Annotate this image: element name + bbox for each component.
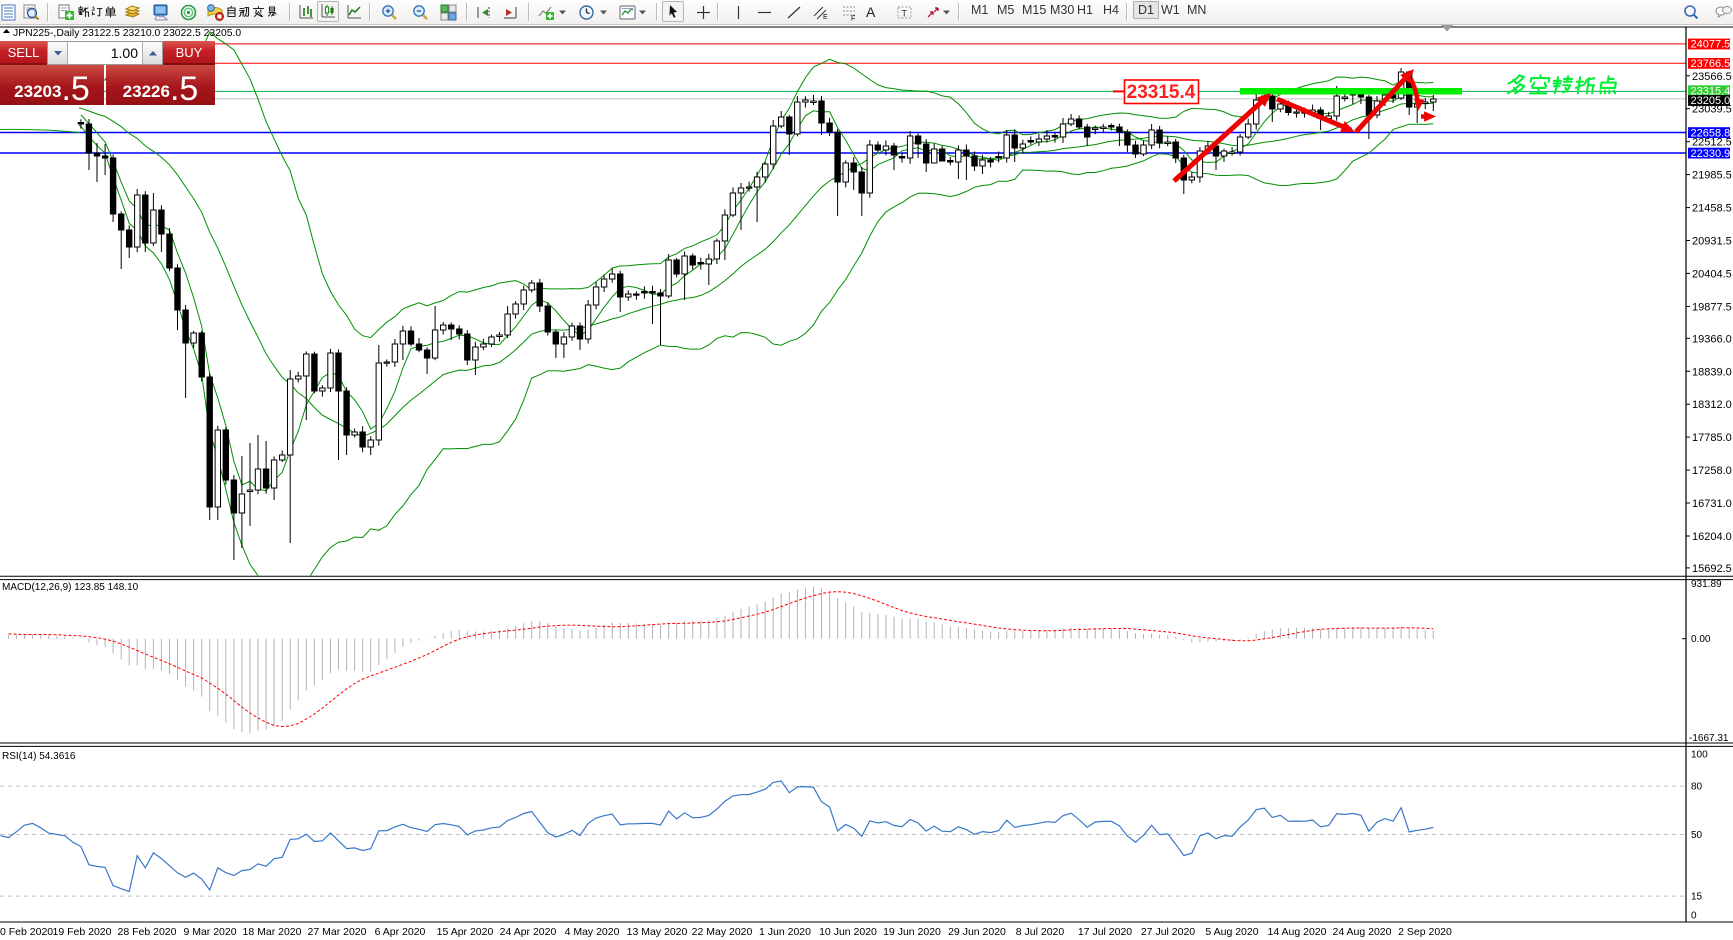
svg-text:100: 100: [1691, 749, 1708, 760]
svg-text:27 Jul 2020: 27 Jul 2020: [1141, 926, 1195, 938]
svg-text:19 Feb 2020: 19 Feb 2020: [53, 926, 112, 938]
svg-text:23205.0: 23205.0: [1691, 95, 1731, 107]
svg-text:931.89: 931.89: [1691, 579, 1722, 590]
svg-text:29 Jun 2020: 29 Jun 2020: [948, 926, 1006, 938]
svg-text:19877.5: 19877.5: [1692, 301, 1732, 313]
svg-text:16731.0: 16731.0: [1692, 498, 1732, 510]
svg-text:5 Aug 2020: 5 Aug 2020: [1205, 926, 1258, 938]
svg-text:-1667.31: -1667.31: [1689, 733, 1729, 744]
svg-text:16204.0: 16204.0: [1692, 531, 1732, 543]
svg-text:18839.0: 18839.0: [1692, 366, 1732, 378]
svg-text:4 May 2020: 4 May 2020: [565, 926, 620, 938]
svg-text:15: 15: [1691, 891, 1703, 902]
svg-text:20404.5: 20404.5: [1692, 268, 1732, 280]
svg-text:E: E: [823, 14, 828, 21]
svg-text:19 Jun 2020: 19 Jun 2020: [883, 926, 941, 938]
svg-text:RSI(14) 54.3616: RSI(14) 54.3616: [2, 751, 76, 762]
svg-text:0 Feb 2020: 0 Feb 2020: [0, 926, 53, 938]
svg-text:20931.5: 20931.5: [1692, 236, 1732, 248]
svg-text:10 Jun 2020: 10 Jun 2020: [819, 926, 877, 938]
svg-text:22330.9: 22330.9: [1691, 148, 1731, 160]
svg-text:17 Jul 2020: 17 Jul 2020: [1078, 926, 1132, 938]
svg-text:15 Apr 2020: 15 Apr 2020: [437, 926, 494, 938]
svg-text:23566.5: 23566.5: [1692, 71, 1732, 83]
svg-text:15692.5: 15692.5: [1692, 563, 1732, 575]
svg-text:18312.0: 18312.0: [1692, 399, 1732, 411]
svg-text:T: T: [901, 8, 907, 18]
svg-text:F: F: [851, 15, 855, 21]
svg-text:21985.5: 21985.5: [1692, 170, 1732, 182]
svg-text:23315.4: 23315.4: [1691, 85, 1731, 97]
svg-text:50: 50: [1691, 830, 1703, 841]
svg-text:24 Apr 2020: 24 Apr 2020: [500, 926, 557, 938]
svg-text:22512.5: 22512.5: [1692, 137, 1732, 149]
svg-text:24077.5: 24077.5: [1691, 39, 1731, 51]
svg-text:23766.5: 23766.5: [1691, 58, 1731, 70]
svg-text:28 Feb 2020: 28 Feb 2020: [118, 926, 177, 938]
svg-text:JPN225-,Daily 23122.5 23210.0: JPN225-,Daily 23122.5 23210.0 23022.5 23…: [13, 28, 241, 39]
svg-text:22658.8: 22658.8: [1691, 127, 1731, 139]
svg-text:19366.0: 19366.0: [1692, 333, 1732, 345]
svg-text:27 Mar 2020: 27 Mar 2020: [308, 926, 367, 938]
svg-text:80: 80: [1691, 782, 1703, 793]
svg-text:14 Aug 2020: 14 Aug 2020: [1268, 926, 1327, 938]
svg-text:23315.4: 23315.4: [1127, 82, 1196, 103]
svg-text:13 May 2020: 13 May 2020: [627, 926, 688, 938]
svg-text:6 Apr 2020: 6 Apr 2020: [375, 926, 426, 938]
svg-text:2 Sep 2020: 2 Sep 2020: [1398, 926, 1452, 938]
svg-text:1 Jun 2020: 1 Jun 2020: [759, 926, 811, 938]
svg-text:23039.5: 23039.5: [1692, 104, 1732, 116]
svg-text:0: 0: [1691, 911, 1697, 922]
svg-text:17785.0: 17785.0: [1692, 432, 1732, 444]
svg-text:22 May 2020: 22 May 2020: [692, 926, 753, 938]
svg-text:MACD(12,26,9) 123.85 148.10: MACD(12,26,9) 123.85 148.10: [2, 582, 139, 593]
svg-text:24 Aug 2020: 24 Aug 2020: [1333, 926, 1392, 938]
svg-text:21458.5: 21458.5: [1692, 203, 1732, 215]
svg-text:0.00: 0.00: [1691, 634, 1711, 645]
svg-text:9 Mar 2020: 9 Mar 2020: [183, 926, 236, 938]
svg-text:8 Jul 2020: 8 Jul 2020: [1016, 926, 1065, 938]
svg-text:18 Mar 2020: 18 Mar 2020: [243, 926, 302, 938]
svg-text:17258.0: 17258.0: [1692, 465, 1732, 477]
